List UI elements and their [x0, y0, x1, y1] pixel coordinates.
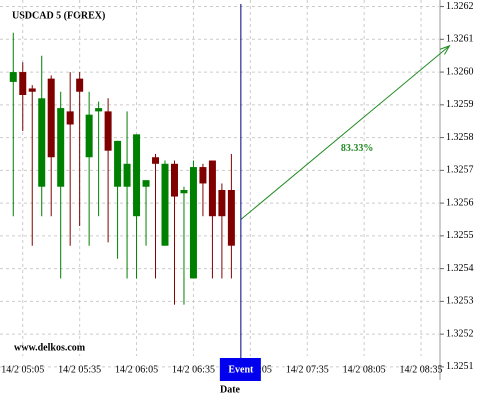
y-tick-label: 1.3256: [446, 197, 474, 208]
candle: [189, 160, 197, 279]
candle: [28, 85, 36, 246]
candle-body: [28, 88, 36, 92]
candle-body: [161, 163, 169, 246]
candle-body: [38, 98, 46, 187]
candle-body: [104, 111, 112, 151]
candle: [161, 160, 169, 246]
y-tick-label: 1.3261: [446, 34, 474, 45]
y-tick-label: 1.3252: [446, 328, 474, 339]
candle-body: [142, 180, 150, 187]
candle-body: [208, 160, 216, 217]
candle-body: [85, 114, 93, 158]
event-label: Event: [228, 364, 254, 375]
x-tick-label: 14/2 06:05: [115, 364, 158, 375]
candle-body: [95, 108, 103, 112]
x-tick-label: 14/2 08:05: [343, 364, 386, 375]
chart-title: USDCAD 5 (FOREX): [12, 10, 105, 21]
candle: [133, 134, 141, 279]
candle-body: [170, 163, 178, 197]
candle: [47, 75, 55, 217]
candle: [9, 32, 17, 217]
watermark: www.delkos.com: [14, 342, 86, 353]
candle-body: [9, 72, 17, 82]
y-tick-label: 1.3251: [446, 361, 474, 372]
y-tick-label: 1.3257: [446, 165, 474, 176]
x-tick-label: 14/2 06:35: [172, 364, 215, 375]
y-tick-label: 1.3254: [446, 263, 474, 274]
candle-body: [189, 167, 197, 279]
candle: [218, 183, 226, 279]
candle-body: [123, 163, 131, 187]
candle: [152, 153, 160, 279]
candle-body: [47, 78, 55, 158]
x-tick-label: 14/2 08:35: [400, 364, 443, 375]
arrow-head: [439, 44, 451, 55]
candle: [19, 62, 27, 132]
projection-line: [240, 45, 450, 220]
candle-body: [180, 190, 188, 194]
candle: [57, 91, 65, 279]
event-box: [219, 358, 261, 381]
candle-body: [76, 78, 84, 92]
x-tick-label: 14/2 05:35: [58, 364, 101, 375]
candle: [170, 160, 178, 305]
candle: [142, 180, 150, 246]
candle-body: [57, 108, 65, 187]
candle-body: [218, 190, 226, 217]
candle: [199, 163, 207, 217]
candle: [76, 72, 84, 227]
candle-body: [227, 190, 235, 246]
y-tick-label: 1.3255: [446, 230, 474, 241]
candle-body: [114, 140, 122, 187]
x-axis-label: Date: [220, 384, 241, 395]
candle: [95, 101, 103, 217]
candle-body: [199, 167, 207, 184]
candle: [66, 72, 74, 246]
candle-body: [152, 157, 160, 164]
candle: [85, 91, 93, 246]
x-tick-label: 14/2 07:35: [286, 364, 329, 375]
candle: [227, 153, 235, 279]
candle-body: [19, 72, 27, 95]
y-tick-label: 1.3262: [446, 1, 474, 12]
candle: [180, 186, 188, 305]
candle: [104, 98, 112, 243]
y-tick-label: 1.3258: [446, 132, 474, 143]
y-tick-label: 1.3260: [446, 66, 474, 77]
candle: [38, 55, 46, 217]
candle: [123, 111, 131, 279]
candle-body: [133, 134, 141, 217]
candle: [208, 160, 216, 279]
candle-body: [66, 111, 74, 125]
x-tick-label: 14/2 05:05: [1, 364, 44, 375]
projection-label: 83.33%: [341, 143, 374, 154]
y-tick-label: 1.3253: [446, 296, 474, 307]
candle: [114, 140, 122, 259]
y-tick-label: 1.3259: [446, 99, 474, 110]
